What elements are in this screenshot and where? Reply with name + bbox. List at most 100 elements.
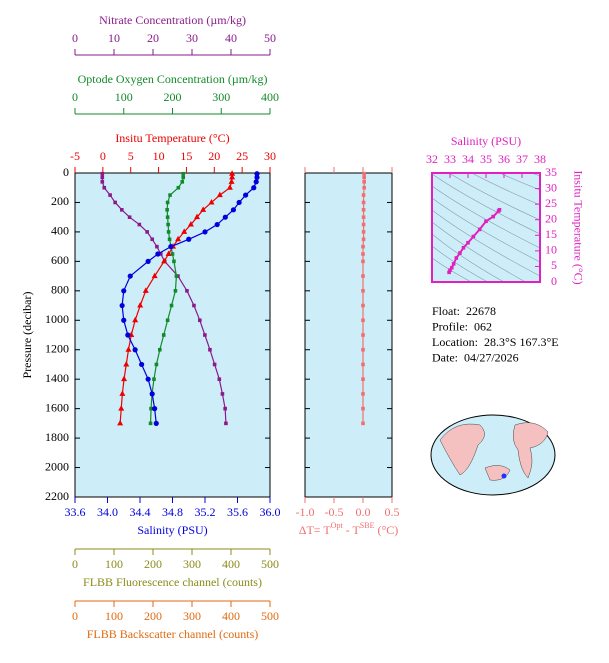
marker [194, 213, 201, 220]
float-location [501, 473, 507, 479]
x-tick-label: 0 [72, 31, 78, 45]
marker [149, 406, 153, 411]
marker [145, 230, 149, 234]
marker [100, 180, 105, 184]
marker [253, 179, 259, 185]
marker [117, 419, 124, 426]
marker [159, 252, 163, 256]
axis-title: Nitrate Concentration (µm/kg) [99, 13, 246, 27]
marker [187, 221, 194, 227]
marker [165, 318, 170, 323]
marker [125, 346, 132, 352]
marker [361, 362, 365, 367]
x-tick-label: 0.5 [385, 505, 400, 519]
marker [176, 185, 181, 190]
marker [169, 303, 174, 308]
marker [155, 251, 161, 257]
x-tick-label: 400 [222, 609, 240, 623]
marker [166, 230, 171, 234]
x-tick-label: 400 [261, 90, 279, 104]
marker [208, 347, 212, 352]
marker [154, 362, 159, 367]
marker [180, 180, 185, 184]
x-tick-label: -0.5 [325, 505, 344, 519]
x-tick-label: 30 [264, 149, 276, 163]
y-tick-label: 800 [51, 283, 69, 297]
marker [362, 175, 366, 180]
x-tick-label: 34 [462, 152, 474, 166]
marker [236, 199, 242, 206]
world-map [430, 414, 556, 496]
x-tick-label: 35 [480, 152, 492, 166]
marker [100, 175, 105, 180]
marker [113, 200, 117, 205]
axis-title: FLBB Fluorescence channel (counts) [83, 575, 262, 589]
axis-title: Optode Oxygen Concentration (µm/kg) [78, 72, 268, 86]
marker [447, 270, 451, 275]
y-tick-label: 2000 [45, 459, 69, 473]
x-tick-label: 300 [183, 557, 201, 571]
marker [361, 252, 365, 256]
marker [198, 318, 202, 323]
info-value: 04/27/2026 [464, 350, 519, 364]
marker [228, 178, 235, 184]
marker [229, 173, 236, 180]
x-tick-label: 36 [498, 152, 510, 166]
marker [155, 244, 159, 249]
marker [361, 230, 366, 234]
marker [175, 235, 182, 242]
marker [361, 303, 365, 308]
info-label: Float: [432, 304, 460, 318]
y-tick-label: 200 [51, 194, 69, 208]
x-tick-label: 36.0 [260, 505, 281, 519]
marker [254, 171, 260, 177]
marker [127, 273, 133, 279]
axis-title: Insitu Temperature (°C) [115, 131, 229, 145]
marker [208, 198, 215, 205]
marker [192, 303, 196, 308]
marker [161, 257, 168, 264]
marker [361, 244, 365, 249]
x-tick-label: 200 [164, 90, 182, 104]
marker [203, 333, 207, 337]
x-tick-label: 33 [444, 152, 456, 166]
info-value: 062 [474, 319, 492, 333]
marker [148, 421, 153, 426]
marker [102, 185, 107, 190]
marker [165, 200, 170, 205]
marker [361, 421, 365, 426]
x-tick-label: 400 [222, 557, 240, 571]
x-tick-label: 32 [426, 152, 438, 166]
x-tick-label: -1.0 [296, 505, 315, 519]
x-tick-label: 200 [144, 609, 162, 623]
chart-title: Salinity (PSU) [451, 134, 521, 148]
marker [119, 390, 126, 396]
marker [361, 193, 366, 197]
x-tick-label: 35.2 [195, 505, 216, 519]
marker [168, 244, 174, 250]
x-tick-label: 100 [115, 90, 133, 104]
x-tick-label: 300 [212, 90, 230, 104]
x-tick-label: 37 [516, 152, 528, 166]
marker [119, 302, 125, 309]
x-tick-label: 30 [186, 31, 198, 45]
marker [361, 222, 366, 227]
y-tick-label: 10 [545, 243, 557, 257]
marker [362, 180, 366, 184]
x-tick-label: 20 [147, 31, 159, 45]
marker [151, 272, 158, 279]
x-tick-label: 35.6 [227, 505, 248, 519]
marker [139, 361, 145, 368]
y-tick-label: 0 [63, 165, 69, 179]
y-tick-label: 1600 [45, 400, 69, 414]
x-tick-label: 100 [105, 557, 123, 571]
marker [166, 222, 170, 227]
marker [127, 215, 132, 219]
marker [181, 171, 186, 176]
ts-panel [432, 173, 540, 282]
marker [170, 252, 175, 256]
marker [125, 332, 131, 338]
y-axis-title: Insitu Temperature (°C) [571, 170, 585, 284]
marker [145, 258, 151, 264]
